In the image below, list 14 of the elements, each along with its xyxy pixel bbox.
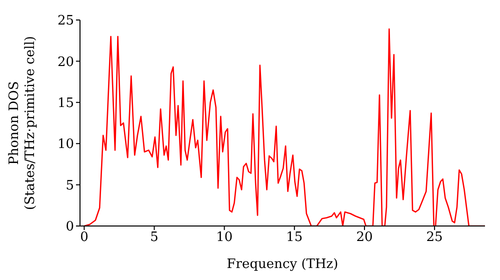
- y-tick-label: 15: [57, 96, 74, 112]
- x-tick-label: 10: [216, 230, 233, 246]
- x-tick-label: 5: [150, 230, 158, 246]
- y-tick-label: 25: [57, 14, 74, 29]
- x-tick-label: 0: [80, 230, 88, 246]
- y-tick-label: 20: [57, 54, 74, 70]
- y-tick-label: 10: [57, 137, 74, 152]
- y-tick-label: 5: [66, 178, 74, 194]
- y-axis-title: Phonon DOS (States/THz·primitive cell): [7, 36, 38, 210]
- x-tick-label: 15: [286, 230, 303, 246]
- x-tick-label: 25: [426, 230, 443, 246]
- x-axis-title: Frequency (THz): [226, 257, 338, 272]
- x-tick-label: 20: [356, 230, 373, 246]
- y-tick-label: 0: [66, 220, 74, 235]
